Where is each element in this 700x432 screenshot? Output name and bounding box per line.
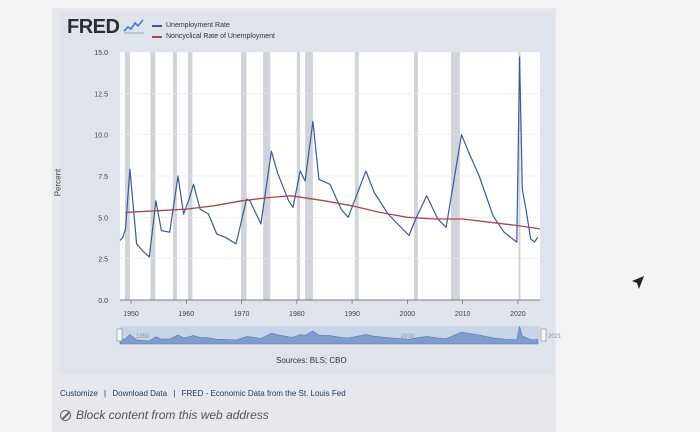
navigator-left-handle [116,328,123,342]
series-line-noncyclical [125,195,541,230]
x-tick-label: 1970 [234,311,250,318]
navigator-label: 1950 [136,334,150,340]
footer-links: Customize | Download Data | FRED - Econo… [60,389,350,398]
block-content-link[interactable]: Block content from this web address [60,408,269,422]
legend-label-unemployment: Unemployment Rate [166,22,230,29]
sources-text: Sources: BLS; CBO [276,356,347,365]
footer-separator: | [104,389,107,398]
y-tick-label: 15.0 [94,50,108,57]
navigator-label: 2021 [548,334,562,340]
series-line-unemployment [119,56,539,258]
x-tick-label: 2000 [400,311,416,318]
download-data-link[interactable]: Download Data [112,389,168,398]
x-tick-label: 1950 [123,311,139,318]
customize-link[interactable]: Customize [60,389,98,398]
legend-swatch-noncyclical [152,35,162,38]
chart-legend: Unemployment Rate Noncyclical Rate of Un… [152,20,275,42]
x-tick-label: 1980 [289,311,305,318]
x-tick-label: 2010 [455,311,471,318]
y-tick-label: 10.0 [94,133,108,140]
navigator-right-handle [540,328,547,342]
legend-label-noncyclical: Noncyclical Rate of Unemployment [166,33,275,40]
y-tick-label: 7.5 [98,174,108,181]
block-content-label: Block content from this web address [76,408,269,422]
navigator-series-area [119,326,539,345]
x-tick-label: 1990 [344,311,360,318]
legend-item-unemployment[interactable]: Unemployment Rate [152,20,275,31]
fred-chart-logo-icon [123,19,144,34]
fred-logo[interactable]: FRED [67,16,120,38]
y-tick-label: 2.5 [98,257,108,264]
legend-swatch-unemployment [152,24,162,27]
fred-home-link[interactable]: FRED - Economic Data from the St. Louis … [181,389,346,398]
y-tick-label: 12.5 [94,91,108,98]
y-tick-label: 0.0 [98,298,108,305]
x-tick-label: 1960 [179,311,195,318]
legend-item-noncyclical[interactable]: Noncyclical Rate of Unemployment [152,31,275,42]
navigator-label: 2000 [401,334,415,340]
footer-separator: | [173,389,176,398]
x-tick-label: 2020 [510,311,526,318]
y-tick-label: 5.0 [98,215,108,222]
mouse-cursor-icon [632,276,644,289]
block-icon [60,409,71,421]
